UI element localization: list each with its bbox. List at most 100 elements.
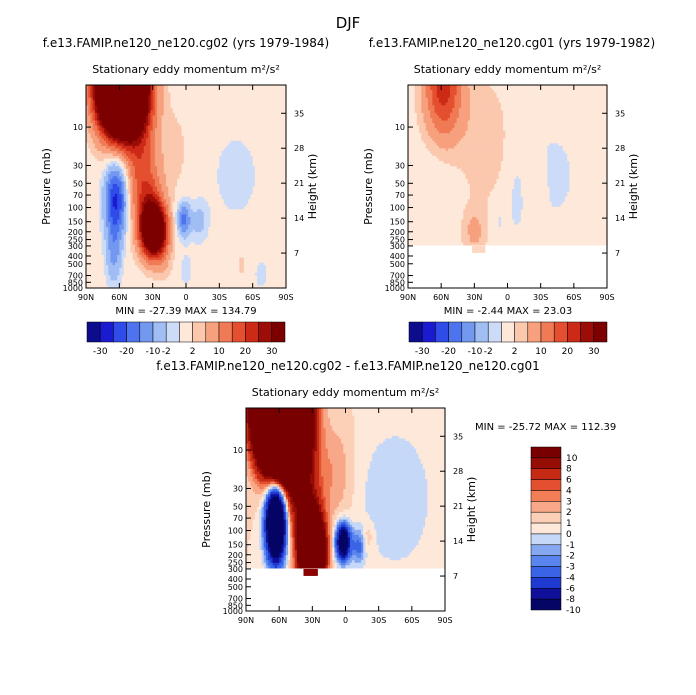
field-cell	[161, 117, 165, 122]
field-cell	[108, 120, 112, 124]
field-cell	[266, 115, 269, 119]
field-cell	[174, 120, 178, 124]
field-cell	[226, 140, 229, 144]
field-cell	[181, 145, 185, 150]
field-cell	[268, 128, 272, 132]
field-cell	[281, 138, 285, 142]
field-cell	[103, 97, 107, 101]
field-cell	[101, 100, 105, 104]
field-cell	[114, 135, 118, 139]
field-cell	[190, 107, 194, 111]
field-cell	[126, 112, 129, 117]
field-cell	[268, 97, 272, 101]
field-cell	[194, 140, 198, 144]
field-cell	[201, 90, 205, 94]
field-cell	[150, 107, 154, 111]
field-cell	[170, 92, 174, 96]
field-cell	[234, 133, 238, 137]
field-cell	[188, 130, 192, 134]
field-cell	[101, 102, 105, 106]
field-cell	[97, 125, 100, 129]
field-cell	[154, 85, 158, 89]
field-cell	[219, 87, 223, 91]
field-cell	[143, 85, 147, 89]
field-cell	[128, 123, 132, 127]
field-cell	[219, 125, 223, 129]
field-cell	[134, 140, 138, 144]
field-cell	[143, 138, 147, 142]
field-cell	[146, 97, 149, 101]
field-cell	[110, 110, 114, 114]
field-cell	[101, 90, 105, 94]
field-cell	[250, 143, 254, 147]
field-cell	[174, 140, 178, 144]
field-cell	[99, 140, 103, 144]
field-cell	[283, 128, 287, 132]
field-cell	[181, 107, 185, 111]
field-cell	[212, 92, 216, 96]
field-cell	[157, 85, 160, 89]
field-cell	[221, 133, 225, 137]
field-cell	[214, 92, 218, 96]
field-cell	[272, 92, 276, 96]
field-cell	[130, 135, 134, 139]
field-cell	[199, 145, 203, 150]
field-cell	[232, 117, 236, 122]
field-cell	[161, 107, 165, 111]
field-cell	[217, 128, 220, 132]
field-cell	[163, 117, 167, 122]
field-cell	[139, 92, 143, 96]
field-cell	[183, 123, 187, 127]
field-cell	[263, 143, 267, 147]
field-cell	[137, 105, 140, 109]
field-cell	[239, 138, 243, 142]
field-cell	[197, 143, 200, 147]
field-cell	[277, 107, 280, 111]
field-cell	[86, 145, 89, 150]
field-cell	[279, 138, 283, 142]
field-cell	[128, 95, 132, 99]
field-cell	[132, 90, 136, 94]
field-cell	[283, 130, 287, 134]
field-cell	[263, 97, 267, 101]
field-cell	[186, 143, 189, 147]
field-cell	[228, 125, 232, 129]
field-cell	[279, 128, 283, 132]
field-cell	[246, 125, 249, 129]
field-cell	[188, 112, 192, 117]
field-cell	[279, 130, 283, 134]
field-cell	[223, 125, 227, 129]
field-cell	[188, 117, 192, 122]
field-cell	[121, 107, 125, 111]
field-cell	[119, 90, 123, 94]
field-cell	[179, 123, 183, 127]
field-cell	[99, 85, 103, 89]
field-cell	[272, 107, 276, 111]
field-cell	[190, 145, 194, 150]
field-cell	[143, 130, 147, 134]
field-cell	[268, 143, 272, 147]
field-cell	[241, 128, 245, 132]
field-cell	[252, 102, 256, 106]
field-cell	[259, 110, 263, 114]
field-cell	[103, 117, 107, 122]
field-cell	[154, 140, 158, 144]
field-cell	[126, 92, 129, 96]
field-cell	[201, 107, 205, 111]
field-cell	[190, 110, 194, 114]
field-cell	[121, 95, 125, 99]
field-cell	[257, 97, 260, 101]
field-cell	[266, 85, 269, 89]
field-cell	[203, 90, 207, 94]
field-cell	[208, 97, 212, 101]
field-cell	[134, 120, 138, 124]
field-cell	[190, 90, 194, 94]
field-cell	[152, 117, 156, 122]
field-cell	[99, 117, 103, 122]
field-cell	[277, 87, 280, 91]
field-cell	[139, 117, 143, 122]
field-cell	[208, 92, 212, 96]
field-cell	[94, 135, 98, 139]
field-cell	[148, 92, 152, 96]
field-cell	[217, 112, 220, 117]
